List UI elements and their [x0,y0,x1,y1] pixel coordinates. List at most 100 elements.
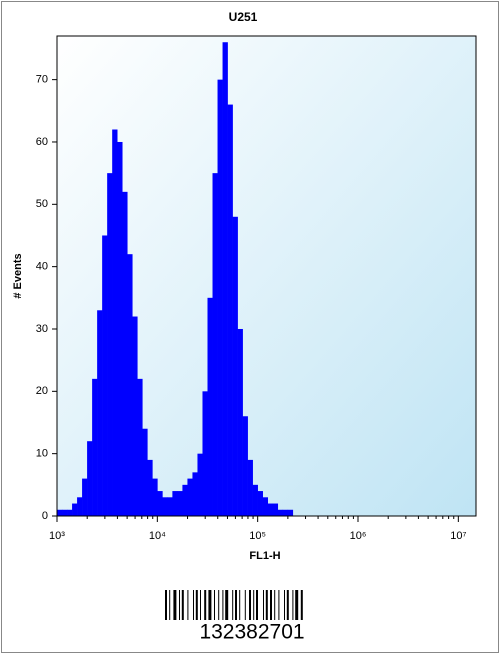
y-tick-label: 20 [36,385,48,397]
barcode-bar [286,590,289,620]
bar [57,509,63,516]
y-tick-label: 40 [36,261,48,273]
bar [182,484,188,516]
bar [277,509,284,516]
y-axis-label: # Events [12,253,24,298]
bar [92,378,98,516]
bar [72,503,78,516]
bar [167,497,173,516]
bar [82,478,88,516]
bar [157,491,163,516]
barcode-bar [225,590,229,620]
x-tick-label: 10⁴ [149,530,166,542]
x-tick-label: 10⁶ [350,530,367,542]
barcode-bar [278,590,280,620]
barcode-bar [274,590,276,620]
bar [137,378,143,516]
y-tick-label: 50 [36,198,48,210]
bar [272,503,279,516]
barcode-bar [235,590,237,620]
bar [102,235,108,516]
barcode-bar [214,590,215,620]
barcode-bar [239,590,241,620]
barcode-bar [222,590,224,620]
bar [112,129,118,516]
barcode-bar [169,590,171,620]
barcode-bar [204,590,207,620]
barcode-number: 132382701 [199,621,304,644]
barcode-bar [200,590,201,620]
bar [267,503,274,516]
bar [257,491,263,516]
barcode-bar [249,590,251,620]
bar [67,509,73,516]
bar [247,459,253,516]
bar [197,453,203,516]
bar [287,509,294,516]
barcode-bar [300,590,303,620]
barcode-bar [292,590,294,620]
x-axis-label: FL1-H [249,550,280,562]
bar [147,459,153,516]
bar [192,472,198,516]
bar [237,328,243,516]
plot-border [56,35,477,517]
barcode-bar [244,590,246,620]
barcode-bar [165,590,167,620]
bar [62,509,68,516]
barcode-bar [187,590,189,620]
bar [142,428,148,516]
y-tick-label: 0 [42,510,48,522]
barcode-bar [265,590,268,620]
bar [117,141,123,516]
bar [207,297,213,516]
bar [77,497,83,516]
bar [177,491,183,516]
x-tick-label: 10⁷ [450,530,466,542]
barcode-bar [179,590,180,620]
bar [97,310,103,516]
bar [262,497,268,516]
bar [87,441,93,516]
barcode-bar [270,590,272,620]
barcode-bar [173,590,177,620]
bar [127,254,133,516]
barcode-bar [195,590,198,620]
y-tick-label: 60 [36,136,48,148]
x-tick-label: 10⁵ [249,530,266,542]
barcode-bar [295,590,299,620]
barcode [165,590,303,620]
barcode-bar [218,590,220,620]
barcode-bar [256,590,258,620]
bar [282,509,289,516]
barcode-bar [284,590,285,620]
bar [132,316,138,516]
barcode-bar [263,590,264,620]
bar [202,391,208,516]
bar [152,478,158,516]
bar [232,216,238,516]
barcode-bar [208,590,212,620]
y-tick-label: 30 [36,323,48,335]
bar [122,191,128,516]
barcode-bar [181,590,184,620]
bar [187,478,193,516]
chart-title: U251 [229,10,258,24]
bar [222,42,228,516]
bar [107,173,113,516]
y-tick-label: 10 [36,448,48,460]
bar [212,173,218,516]
bar [252,484,258,516]
bar [217,79,223,517]
barcode-bar [193,590,194,620]
barcode-bar [253,590,255,620]
barcode-bar [232,590,234,620]
y-tick-label: 70 [36,74,48,86]
bar [227,104,233,517]
x-tick-label: 10³ [49,530,65,542]
bar [242,416,248,516]
bar [162,497,168,516]
bar [172,491,178,516]
